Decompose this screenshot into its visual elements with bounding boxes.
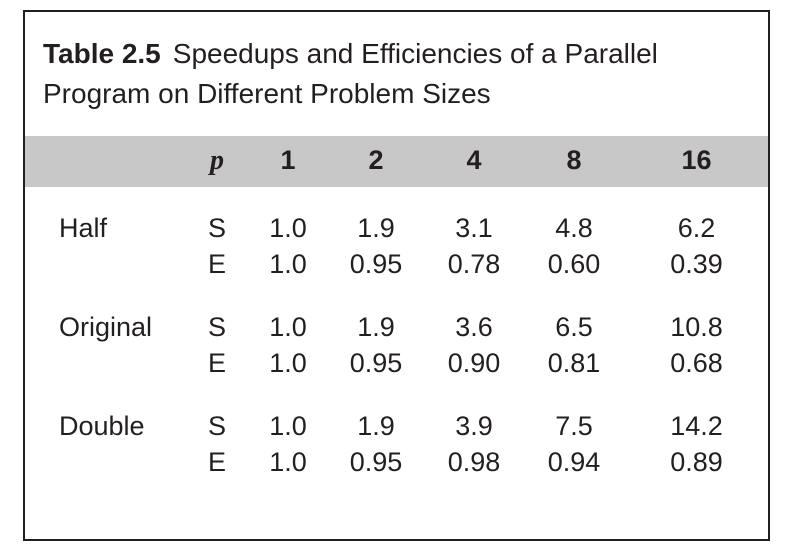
col-header-4: 4 bbox=[425, 135, 523, 187]
value-cell: 10.8 bbox=[670, 311, 723, 342]
row-half-efficiency: E 1.0 0.95 0.78 0.60 0.39 bbox=[25, 246, 768, 286]
value-cell: 1.0 bbox=[269, 311, 307, 342]
value-cell: 1.0 bbox=[269, 446, 307, 477]
value-cell: 0.78 bbox=[447, 248, 501, 279]
value-cell: 0.68 bbox=[670, 347, 723, 378]
value-cell: 1.0 bbox=[269, 212, 307, 243]
col-header-16: 16 bbox=[625, 135, 768, 187]
value-cell: 7.5 bbox=[555, 410, 593, 441]
value-cell: 0.90 bbox=[447, 347, 501, 378]
value-cell: 0.89 bbox=[670, 446, 723, 477]
value-cell: 3.1 bbox=[455, 212, 493, 243]
metric-label-s: S bbox=[207, 212, 226, 243]
speedup-efficiency-table: p 1 2 4 8 16 Half S 1.0 1.9 3.1 4.8 6.2 bbox=[25, 135, 768, 484]
row-label-double: Double bbox=[59, 410, 145, 441]
value-cell: 0.39 bbox=[670, 248, 723, 279]
value-cell: 3.9 bbox=[455, 410, 493, 441]
value-cell: 0.60 bbox=[547, 248, 601, 279]
value-cell: 1.0 bbox=[269, 248, 307, 279]
metric-label-s: S bbox=[207, 410, 226, 441]
col-header-8: 8 bbox=[523, 135, 625, 187]
value-cell: 1.9 bbox=[357, 311, 395, 342]
table-caption-text: Speedups and Efficiencies of a Parallel … bbox=[43, 38, 658, 109]
value-cell: 6.2 bbox=[677, 212, 716, 243]
value-cell: 4.8 bbox=[555, 212, 593, 243]
p-column-header: p bbox=[185, 135, 249, 187]
value-cell: 0.95 bbox=[349, 347, 403, 378]
row-label-original: Original bbox=[59, 311, 153, 342]
row-original-speedup: Original S 1.0 1.9 3.6 6.5 10.8 bbox=[25, 286, 768, 345]
metric-label-s: S bbox=[207, 311, 226, 342]
value-cell: 1.9 bbox=[357, 212, 395, 243]
row-double-speedup: Double S 1.0 1.9 3.9 7.5 14.2 bbox=[25, 385, 768, 444]
value-cell: 0.81 bbox=[547, 347, 601, 378]
value-cell: 1.0 bbox=[269, 347, 307, 378]
value-cell: 1.9 bbox=[357, 410, 395, 441]
value-cell: 1.0 bbox=[269, 410, 307, 441]
corner-cell bbox=[25, 135, 185, 187]
metric-label-e: E bbox=[207, 347, 226, 378]
row-label-half: Half bbox=[59, 212, 108, 243]
table-caption: Table 2.5 Speedups and Efficiencies of a … bbox=[25, 12, 725, 136]
value-cell: 14.2 bbox=[670, 410, 723, 441]
col-header-1: 1 bbox=[249, 135, 327, 187]
value-cell: 0.98 bbox=[447, 446, 501, 477]
value-cell: 6.5 bbox=[555, 311, 593, 342]
value-cell: 0.94 bbox=[547, 446, 601, 477]
row-half-speedup: Half S 1.0 1.9 3.1 4.8 6.2 bbox=[25, 187, 768, 246]
value-cell: 0.95 bbox=[349, 248, 403, 279]
value-cell: 0.95 bbox=[349, 446, 403, 477]
row-original-efficiency: E 1.0 0.95 0.90 0.81 0.68 bbox=[25, 345, 768, 385]
table-2-5-box: Table 2.5 Speedups and Efficiencies of a … bbox=[23, 10, 770, 541]
metric-label-e: E bbox=[207, 248, 226, 279]
row-double-efficiency: E 1.0 0.95 0.98 0.94 0.89 bbox=[25, 444, 768, 484]
col-header-2: 2 bbox=[327, 135, 425, 187]
value-cell: 3.6 bbox=[455, 311, 493, 342]
header-row: p 1 2 4 8 16 bbox=[25, 135, 768, 187]
metric-label-e: E bbox=[207, 446, 226, 477]
table-caption-label: Table 2.5 bbox=[43, 38, 161, 69]
